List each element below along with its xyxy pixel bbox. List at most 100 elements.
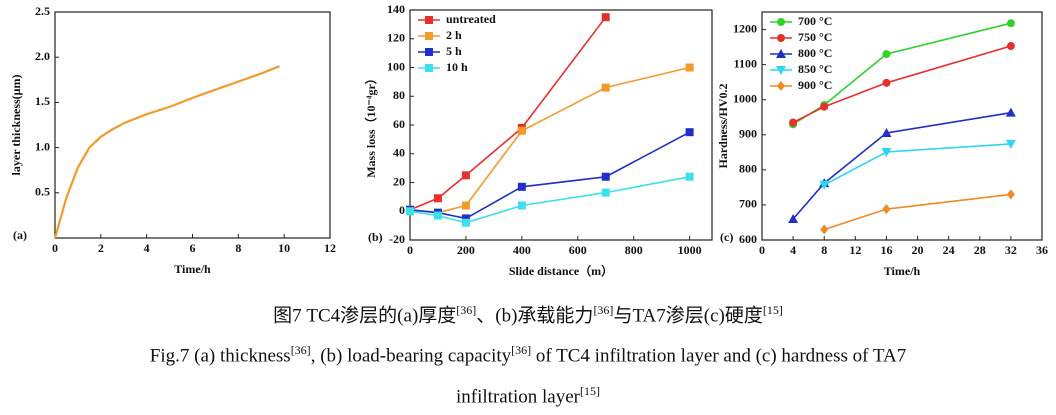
caption-text: Fig.7 (a) thickness	[149, 345, 291, 367]
y-tick-label: 1000	[733, 91, 757, 105]
marker	[820, 224, 829, 235]
y-axis-label: Hardness/HV0.2	[716, 83, 730, 168]
x-tick-label: 4	[790, 243, 796, 257]
x-tick-label: 24	[943, 243, 955, 257]
x-tick-label: 200	[457, 243, 475, 257]
y-tick-label: 60	[393, 117, 405, 131]
marker	[461, 201, 470, 210]
data-line	[409, 66, 690, 214]
y-tick-label: 2.0	[35, 49, 50, 63]
y-tick-label: -20	[389, 232, 405, 246]
legend-marker	[777, 34, 785, 42]
data-line	[792, 45, 1012, 124]
y-tick-label: 1.5	[35, 94, 50, 108]
legend-marker	[425, 32, 433, 40]
x-tick-label: 36	[1036, 243, 1048, 257]
citation: [36]	[456, 303, 477, 317]
legend-label: 700 °C	[798, 14, 832, 28]
citation: [15]	[762, 303, 783, 317]
y-tick-label: 800	[739, 162, 757, 176]
marker	[882, 78, 891, 87]
caption: 图7 TC4渗层的(a)厚度[36]、(b)承载能力[36]与TA7渗层(c)硬…	[0, 289, 1056, 414]
marker	[433, 194, 442, 203]
y-tick-label: 0.5	[35, 185, 50, 199]
legend-label: 2 h	[446, 28, 462, 42]
x-tick-label: 20	[912, 243, 924, 257]
panel-label: (b)	[368, 230, 383, 244]
caption-zh: 图7 TC4渗层的(a)厚度[36]、(b)承载能力[36]与TA7渗层(c)硬…	[0, 293, 1056, 333]
marker	[882, 50, 891, 59]
legend-label: 750 °C	[798, 30, 832, 44]
legend-label: 850 °C	[798, 62, 832, 76]
plot-frame	[54, 11, 331, 239]
x-axis-label: Time/h	[174, 262, 211, 276]
x-tick-label: 12	[324, 241, 336, 255]
marker	[517, 126, 526, 135]
marker	[1006, 19, 1015, 28]
x-tick-label: 28	[974, 243, 986, 257]
y-axis-label: Mass loss（10⁻⁴gr）	[363, 72, 378, 178]
y-tick-label: 900	[739, 127, 757, 141]
legend-marker	[425, 16, 433, 24]
x-tick-label: 0	[759, 243, 765, 257]
marker	[685, 63, 694, 72]
marker	[881, 147, 892, 157]
y-tick-label: 1200	[733, 21, 757, 35]
citation: [36]	[290, 343, 311, 358]
y-tick-label: 40	[393, 146, 405, 160]
x-tick-label: 32	[1005, 243, 1017, 257]
legend-label: 10 h	[446, 60, 468, 74]
marker	[819, 180, 830, 190]
legend-label: 900 °C	[798, 78, 832, 92]
x-tick-label: 16	[880, 243, 892, 257]
y-tick-label: 80	[393, 88, 405, 102]
marker	[1006, 189, 1015, 200]
x-axis-label: Slide distance（m）	[509, 263, 613, 278]
marker	[601, 188, 610, 197]
citation: [15]	[579, 383, 600, 398]
marker	[461, 171, 470, 180]
caption-en: infiltration layer[15]	[0, 374, 1056, 414]
caption-text: infiltration layer	[456, 385, 580, 407]
marker	[601, 13, 610, 22]
x-tick-label: 8	[235, 241, 241, 255]
data-line	[409, 176, 690, 224]
caption-en: Fig.7 (a) thickness[36], (b) load-bearin…	[0, 333, 1056, 373]
legend-marker	[776, 66, 786, 75]
citation: [36]	[593, 303, 614, 317]
legend-label: untreated	[446, 12, 496, 26]
marker	[461, 218, 470, 227]
x-tick-label: 0	[407, 243, 413, 257]
data-line	[823, 193, 1011, 231]
caption-text: , (b) load-bearing capacity	[310, 345, 512, 367]
x-tick-label: 4	[144, 241, 150, 255]
marker	[789, 118, 798, 127]
x-tick-label: 2	[98, 241, 104, 255]
y-tick-label: 20	[393, 174, 405, 188]
y-tick-label: 0	[399, 203, 405, 217]
x-tick-label: 400	[513, 243, 531, 257]
data-line	[792, 111, 1012, 220]
marker	[1005, 107, 1016, 117]
marker	[1005, 139, 1016, 149]
citation: [36]	[511, 343, 532, 358]
panel-label: (a)	[13, 228, 27, 242]
y-tick-label: 600	[739, 232, 757, 246]
marker	[882, 204, 891, 215]
caption-text: 、(b)承载能力	[476, 305, 594, 327]
y-tick-label: 100	[387, 59, 405, 73]
legend-label: 5 h	[446, 44, 462, 58]
y-axis-label: layer thickness(μm)	[9, 75, 23, 176]
marker	[1006, 42, 1015, 51]
marker	[517, 182, 526, 191]
marker	[517, 201, 526, 210]
panel-label: (c)	[720, 230, 733, 244]
x-tick-label: 1000	[678, 243, 702, 257]
legend-marker	[425, 48, 433, 56]
marker	[461, 214, 470, 223]
x-tick-label: 10	[278, 241, 290, 255]
y-tick-label: 700	[739, 197, 757, 211]
marker	[685, 172, 694, 181]
caption-text: 与TA7渗层(c)硬度	[613, 305, 763, 327]
